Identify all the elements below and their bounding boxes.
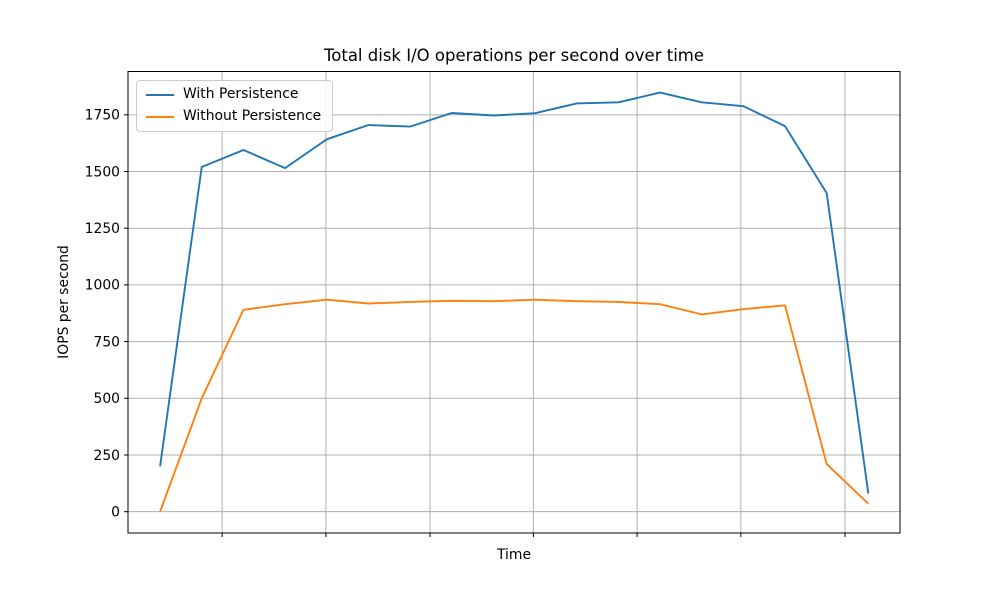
y-tick-label: 250	[93, 448, 120, 464]
with-persistence-line-swatch-icon	[146, 93, 174, 96]
without-persistence-line-swatch-icon	[146, 115, 174, 118]
x-axis-title: Time	[497, 547, 531, 563]
y-tick-label: 1250	[85, 221, 120, 237]
axes-frame	[127, 71, 901, 534]
y-tick-label: 1750	[85, 108, 120, 124]
legend: With Persistence Without Persistence	[136, 80, 334, 132]
series-line-with-persistence	[159, 91, 870, 494]
chart-title: Total disk I/O operations per second ove…	[323, 46, 704, 65]
legend-label-with-persistence: With Persistence	[183, 86, 299, 102]
y-tick-label: 500	[93, 391, 120, 407]
y-tick-label: 750	[93, 334, 120, 350]
series-line-without-persistence	[159, 298, 869, 513]
legend-item-with-persistence: With Persistence	[146, 87, 321, 102]
y-tick-label: 1000	[85, 278, 120, 294]
legend-item-without-persistence: Without Persistence	[146, 109, 321, 124]
y-tick-label: 0	[111, 504, 120, 520]
y-tick-label: 1500	[85, 164, 120, 180]
legend-label-without-persistence: Without Persistence	[183, 108, 322, 124]
